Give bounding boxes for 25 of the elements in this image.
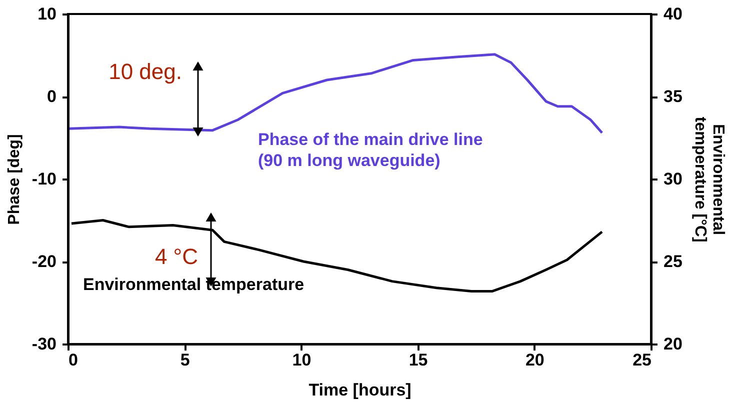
y-tick-label: -10 bbox=[32, 170, 56, 188]
y2-tick-label: 40 bbox=[664, 4, 682, 24]
y-tick-label: 10 bbox=[38, 4, 56, 24]
y2-tick-label: 20 bbox=[664, 334, 682, 354]
x-axis-title: Time [hours] bbox=[308, 380, 412, 400]
y-tick-label: 0 bbox=[47, 87, 56, 106]
x-tick-label: 0 bbox=[68, 350, 78, 370]
series-label: Phase of the main drive line (90 m long waveguide) bbox=[258, 130, 483, 170]
y2-axis-title: Environmental temperature [°C] bbox=[691, 116, 726, 242]
x-tick-label: 15 bbox=[408, 350, 428, 370]
x-tick-label: 20 bbox=[525, 350, 544, 370]
x-tick-label: 10 bbox=[292, 350, 312, 370]
x-tick-label: 25 bbox=[632, 350, 652, 370]
x-tick-label: 5 bbox=[180, 350, 190, 370]
line-series bbox=[70, 219, 604, 292]
series-label: Environmental temperature bbox=[83, 275, 304, 294]
annotation: 4 °C bbox=[154, 244, 198, 269]
line-series bbox=[68, 53, 604, 134]
y2-tick-label: 35 bbox=[664, 87, 682, 106]
y2-tick-label: 25 bbox=[664, 252, 682, 271]
y-tick-label: -20 bbox=[32, 252, 56, 271]
y-tick-label: -30 bbox=[32, 334, 56, 354]
y2-tick-label: 30 bbox=[664, 170, 682, 188]
y-axis-title: Phase [deg] bbox=[6, 134, 23, 225]
annotation: 10 deg. bbox=[108, 59, 182, 84]
